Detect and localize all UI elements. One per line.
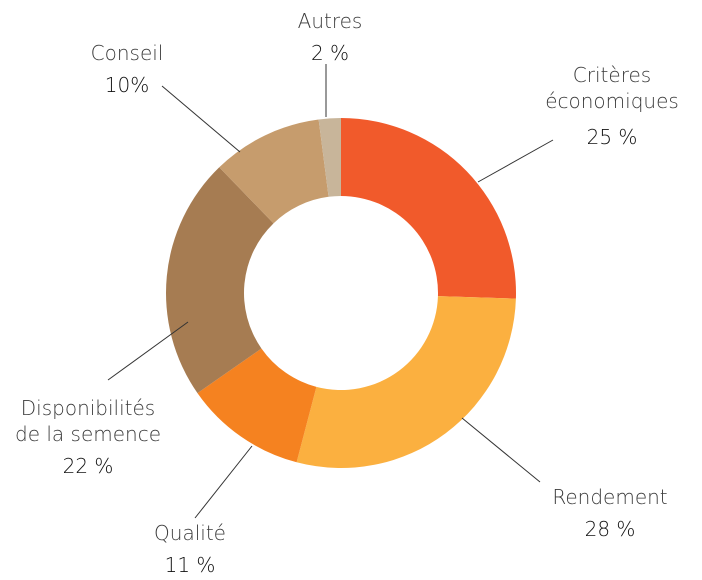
- slice-label: Conseil: [90, 41, 164, 65]
- slice-label: Autres: [297, 9, 363, 33]
- leader-line: [477, 139, 554, 183]
- value-label: 10%: [104, 73, 150, 97]
- leader-line: [107, 321, 189, 381]
- donut-slice: [166, 167, 274, 394]
- donut-slice: [341, 118, 516, 299]
- value-label: 25 %: [586, 125, 638, 149]
- donut-slice: [296, 296, 516, 469]
- slice-label: Critères économiques: [545, 63, 679, 113]
- slice-label: Qualité: [154, 521, 226, 545]
- donut-slice: [318, 118, 341, 197]
- leader-line: [194, 445, 253, 519]
- value-label: 2 %: [310, 41, 350, 65]
- slice-label: Rendement: [552, 485, 668, 509]
- donut-slice: [197, 348, 317, 463]
- value-label: 11 %: [164, 553, 216, 577]
- value-label: 22 %: [62, 454, 114, 478]
- slice-label: Disponibilités de la semence: [14, 396, 162, 446]
- donut-slice: [219, 119, 329, 224]
- value-label: 28 %: [584, 517, 636, 541]
- leader-line: [461, 417, 541, 483]
- leader-line: [161, 85, 241, 153]
